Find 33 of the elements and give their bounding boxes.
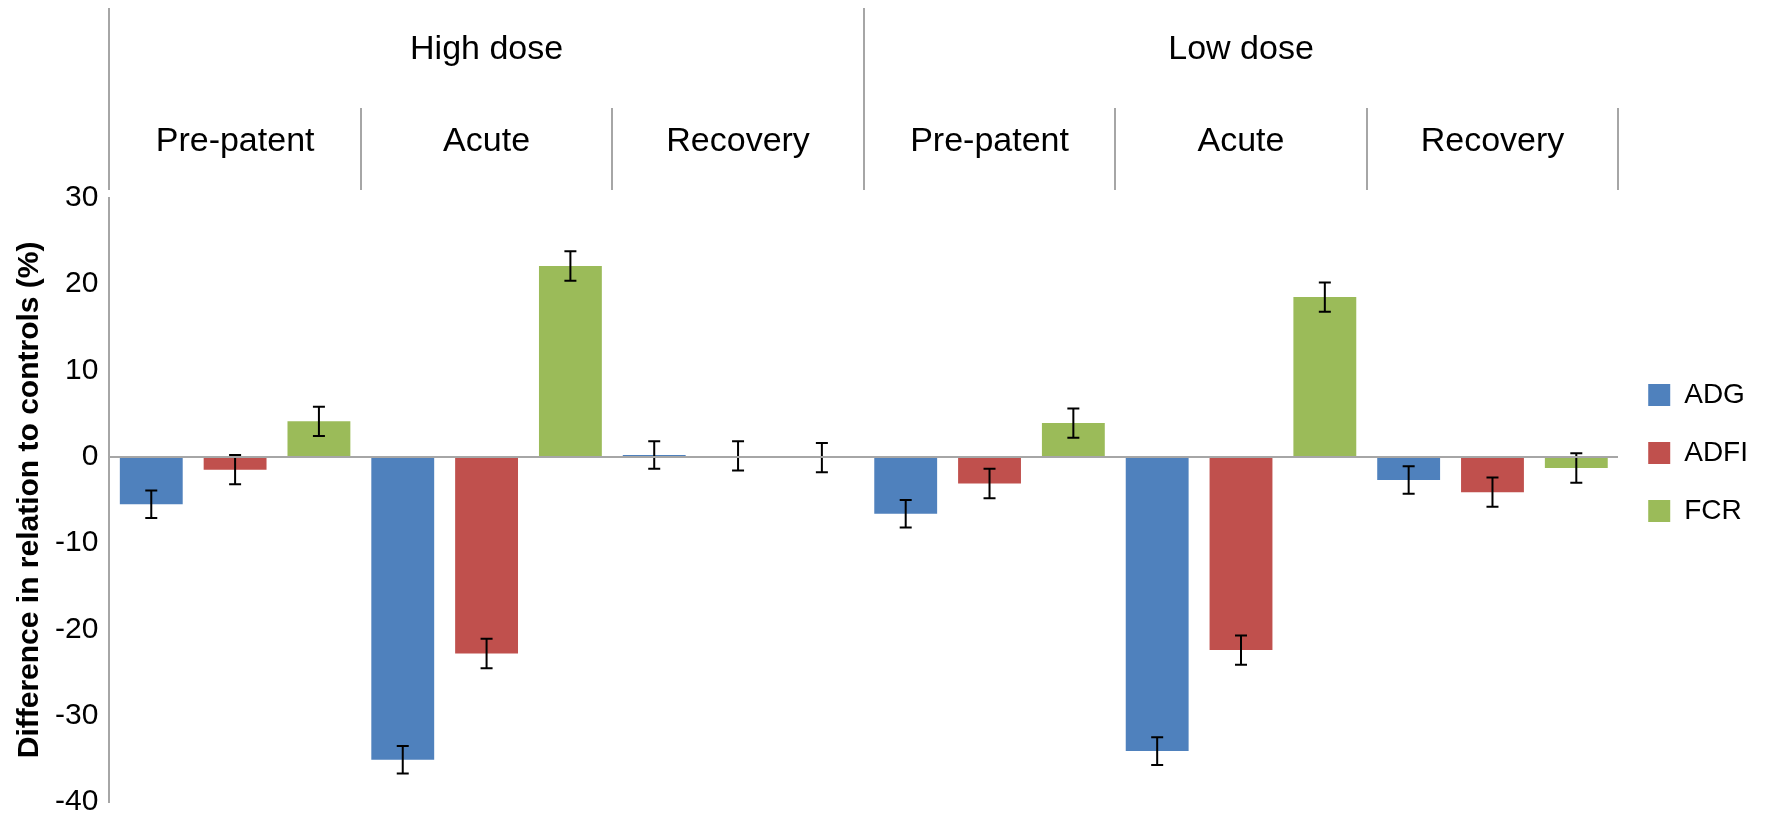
bar [874, 456, 938, 514]
y-tick-label: 10 [64, 351, 99, 385]
x-tick-label: Recovery [1420, 119, 1565, 158]
bar [538, 265, 602, 457]
legend-label: FCR [1684, 493, 1742, 525]
bar [119, 456, 183, 505]
text: High dose [410, 28, 564, 67]
bar [1209, 456, 1273, 651]
bar [1461, 456, 1524, 493]
x-tick-label: Pre-patent [910, 119, 1070, 158]
bar [1125, 456, 1189, 752]
x-tick-label: Acute [443, 119, 531, 158]
bar [371, 456, 435, 760]
y-tick-label: -40 [55, 783, 99, 817]
y-tick-label: -30 [55, 696, 99, 730]
bar [455, 456, 519, 654]
y-tick-label: -20 [55, 610, 99, 644]
y-tick-label: 30 [64, 179, 99, 213]
bar [1041, 423, 1105, 457]
y-tick-label: 0 [81, 438, 99, 472]
legend-label: ADFI [1684, 435, 1748, 467]
y-tick-label: -10 [55, 524, 99, 558]
y-tick-label: 20 [64, 265, 99, 299]
bar [958, 456, 1021, 484]
bar [1293, 297, 1357, 457]
x-tick-label: Acute [1197, 119, 1285, 158]
bar [1377, 456, 1441, 481]
legend-label: ADG [1684, 377, 1745, 409]
x-tick-label: Recovery [666, 119, 810, 158]
text: Low dose [1168, 28, 1314, 67]
x-tick-label: Pre-patent [155, 119, 316, 158]
bar [287, 421, 351, 457]
y-axis-title: Difference in relation to controls (%) [11, 241, 45, 759]
